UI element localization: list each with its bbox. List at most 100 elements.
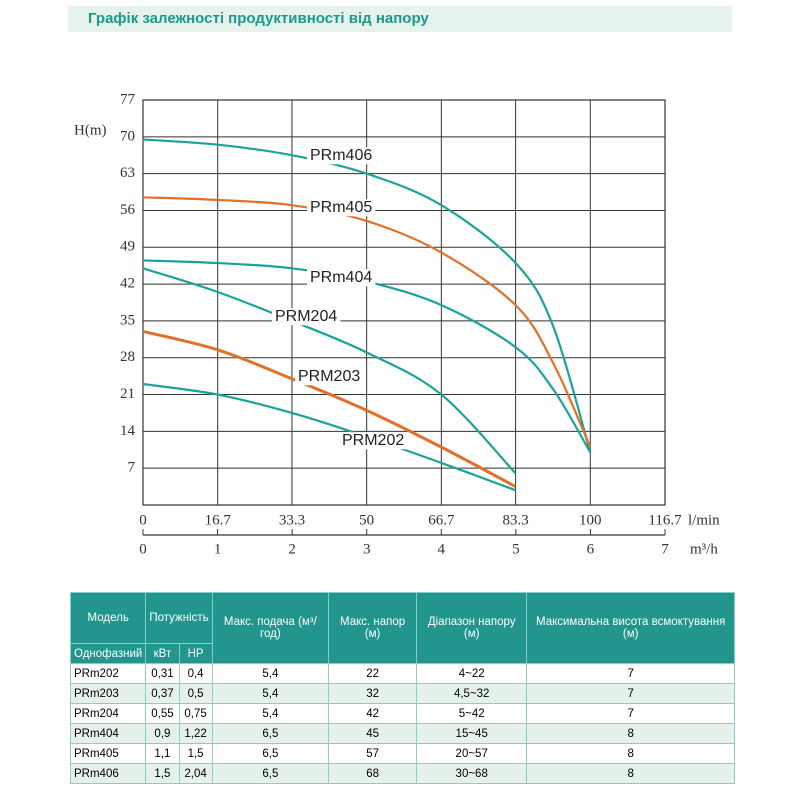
x2-axis-label: m³/h	[690, 541, 718, 557]
curve	[142, 196, 592, 448]
y-tick-label: 70	[120, 128, 135, 144]
column-subheader: HP	[178, 643, 213, 664]
table-cell: 5,4	[211, 703, 330, 724]
y-tick-label: 42	[120, 276, 135, 292]
curve-label-bg	[295, 368, 364, 386]
column-subheader: Однофазний	[69, 643, 147, 664]
table-cell: 7	[526, 683, 735, 704]
spec-table: Модель Потужність Макс. подача (м³/год) Мак…	[69, 592, 735, 784]
y-tick-label: 7	[128, 460, 136, 476]
x2-tick-label: 1	[214, 541, 222, 557]
x-tick-label: 16.7	[205, 512, 232, 528]
column-header: Діапазон напору (м)	[416, 592, 528, 664]
curve	[142, 267, 517, 475]
curve-label-bg	[307, 199, 376, 217]
column-header: Макс. подача (м³/год)	[211, 592, 330, 664]
column-subheader: кВт	[145, 643, 180, 664]
x-tick-label: 0	[139, 512, 147, 528]
table-cell: 1,5	[178, 743, 213, 764]
table-cell: 6,5	[211, 743, 330, 764]
table-cell: 0,9	[145, 723, 180, 744]
table-cell: PRm203	[69, 683, 147, 704]
x-tick-label: 83.3	[502, 512, 528, 528]
curve-label: PRM204	[275, 308, 337, 325]
curve-label-bg	[307, 147, 376, 165]
x-tick-label: 116.7	[648, 512, 682, 528]
x-tick-label: 100	[579, 512, 602, 528]
curve-label: PRm406	[310, 147, 372, 164]
table-row: PRm203 0,37 0,5 5,4 32 4,5~32 7	[69, 683, 735, 704]
chart: Графік залежності продуктивності від нап…	[68, 6, 732, 557]
table-cell: PRm406	[69, 763, 147, 784]
table-cell: 2,04	[178, 763, 213, 784]
table-cell: 5,4	[211, 683, 330, 704]
table-cell: PRm404	[69, 723, 147, 744]
table-cell: 0,37	[145, 683, 180, 704]
x2-tick-label: 7	[661, 541, 669, 557]
table-row: PRm404 0,9 1,22 6,5 45 15~45 8	[69, 723, 735, 744]
column-header: Максимальна висота всмоктування (м)	[526, 592, 735, 664]
x-axis-label: l/min	[688, 512, 720, 528]
table-cell: 8	[526, 743, 735, 764]
table-cell: 4,5~32	[416, 683, 528, 704]
column-header: Потужність	[145, 592, 213, 644]
column-header: Модель	[69, 592, 147, 644]
table-cell: PRm405	[69, 743, 147, 764]
curve	[142, 329, 517, 488]
y-tick-label: 63	[120, 165, 135, 181]
y-tick-label: 14	[120, 423, 136, 439]
table-cell: 57	[328, 743, 418, 764]
table-row: PRm406 1,5 2,04 6,5 68 30~68 8	[69, 763, 735, 784]
y-tick-label: 21	[120, 386, 135, 402]
y-tick-label: 35	[120, 312, 135, 328]
table-cell: PRm204	[69, 703, 147, 724]
curve-label-bg	[339, 432, 408, 450]
x-tick-label: 33.3	[279, 512, 305, 528]
curve	[142, 382, 516, 492]
chart-title: Графік залежності продуктивності від нап…	[88, 10, 429, 27]
curve-label: PRm404	[310, 269, 372, 286]
curve	[142, 259, 592, 453]
x2-tick-label: 5	[512, 541, 520, 557]
x2-tick-label: 6	[587, 541, 595, 557]
x2-tick-label: 4	[438, 541, 446, 557]
table-cell: 4~22	[416, 663, 528, 684]
x2-tick-label: 3	[363, 541, 371, 557]
y-tick-label: 49	[120, 239, 135, 255]
curve-label: PRM203	[298, 368, 360, 385]
y-tick-label: 28	[120, 349, 135, 365]
table-cell: 8	[526, 723, 735, 744]
table-row: PRm202 0,31 0,4 5,4 22 4~22 7	[69, 663, 735, 684]
table-cell: 0,4	[178, 663, 213, 684]
table-cell: 45	[328, 723, 418, 744]
y-tick-label: 77	[120, 91, 136, 107]
table-cell: 42	[328, 703, 418, 724]
x2-tick-label: 0	[139, 541, 147, 557]
curve	[142, 138, 592, 453]
table-cell: 0,55	[145, 703, 180, 724]
y-tick-label: 56	[120, 202, 136, 218]
table-cell: 1,22	[178, 723, 213, 744]
table-cell: 1,1	[145, 743, 180, 764]
table-cell: 0,31	[145, 663, 180, 684]
table-cell: 0,75	[178, 703, 213, 724]
table-cell: 5,4	[211, 663, 330, 684]
x2-tick-label: 2	[288, 541, 296, 557]
table-cell: 22	[328, 663, 418, 684]
table-cell: 5~42	[416, 703, 528, 724]
table-cell: 0,5	[178, 683, 213, 704]
table-cell: 7	[526, 663, 735, 684]
curve-label: PRM202	[342, 432, 404, 449]
x-tick-label: 66.7	[428, 512, 455, 528]
table-row: PRm405 1,1 1,5 6,5 57 20~57 8	[69, 743, 735, 764]
table-cell: 32	[328, 683, 418, 704]
table-cell: 20~57	[416, 743, 528, 764]
table-cell: 6,5	[211, 763, 330, 784]
table-cell: 8	[526, 763, 735, 784]
curve-label-bg	[272, 308, 341, 326]
table-cell: 1,5	[145, 763, 180, 784]
x-tick-label: 50	[359, 512, 374, 528]
table-row: PRm204 0,55 0,75 5,4 42 5~42 7	[69, 703, 735, 724]
table-cell: 68	[328, 763, 418, 784]
